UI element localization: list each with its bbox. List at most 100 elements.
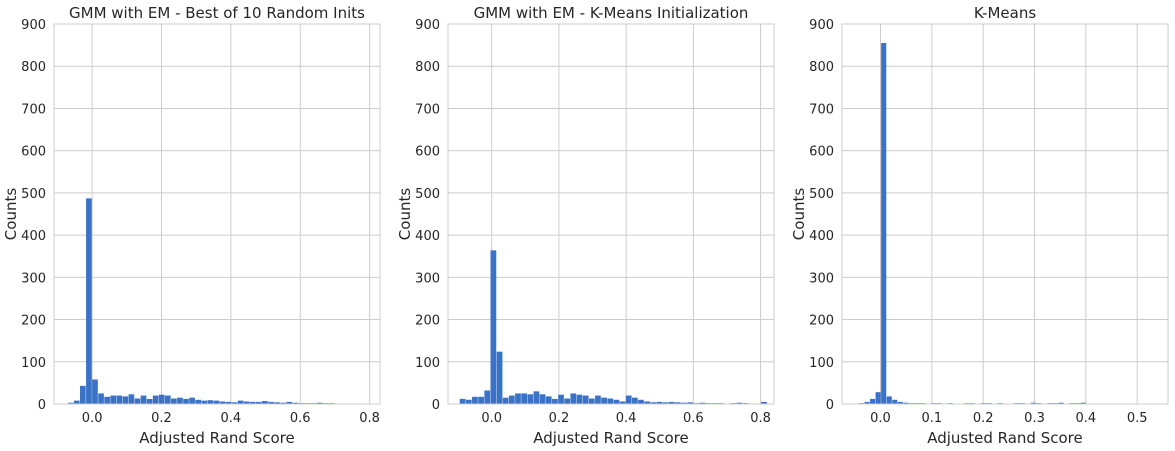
histogram-bar — [110, 396, 116, 404]
histogram-bar — [189, 398, 195, 404]
y-tick-label: 800 — [809, 60, 834, 75]
histogram-bar — [491, 250, 497, 404]
histogram-bar — [207, 400, 213, 404]
y-tick-label: 300 — [415, 271, 440, 286]
y-tick-label: 300 — [21, 271, 46, 286]
x-tick-label: 0.6 — [683, 411, 704, 426]
y-tick-label: 0 — [432, 398, 440, 413]
y-tick-label: 600 — [415, 145, 440, 160]
x-tick-label: 0.4 — [616, 411, 637, 426]
y-tick-label: 300 — [809, 271, 834, 286]
y-tick-label: 500 — [415, 187, 440, 202]
y-tick-label: 900 — [809, 18, 834, 33]
histogram-bar — [86, 198, 92, 404]
x-tick-label: 0.2 — [549, 411, 570, 426]
x-tick-label: 0.0 — [870, 411, 891, 426]
histogram-bar — [876, 392, 881, 404]
y-tick-label: 800 — [415, 60, 440, 75]
y-axis-label: Counts — [2, 188, 20, 241]
histogram-bar — [214, 401, 220, 404]
histogram-bar — [892, 400, 897, 404]
chart-title: GMM with EM - K-Means Initialization — [474, 4, 749, 22]
histogram-bar — [497, 352, 503, 404]
histogram-bar — [183, 399, 189, 404]
histogram-bar — [540, 394, 546, 404]
histogram-bar — [484, 390, 490, 404]
y-tick-label: 0 — [38, 398, 46, 413]
x-tick-label: 0.0 — [481, 411, 502, 426]
y-tick-label: 700 — [809, 102, 834, 117]
histogram-bar — [521, 393, 527, 404]
histogram-bar — [870, 399, 875, 404]
histogram-bar — [159, 395, 165, 404]
x-tick-label: 0.2 — [151, 411, 172, 426]
y-tick-label: 200 — [809, 314, 834, 329]
x-axis-label: Adjusted Rand Score — [533, 429, 689, 447]
histogram-bar — [195, 400, 201, 404]
y-tick-label: 700 — [415, 102, 440, 117]
histogram-bar — [881, 43, 886, 404]
histogram-bar — [466, 400, 472, 404]
histogram-bar — [122, 396, 128, 404]
y-axis-label: Counts — [396, 188, 414, 241]
histogram-bar — [153, 396, 159, 404]
histogram-bar — [129, 394, 135, 404]
histogram-bar — [515, 393, 521, 404]
histogram-bar — [80, 386, 86, 404]
x-tick-label: 0.2 — [973, 411, 994, 426]
y-tick-label: 200 — [21, 314, 46, 329]
histogram-bar — [887, 396, 892, 404]
histogram-bar — [141, 396, 147, 404]
histogram-bar — [177, 398, 183, 404]
histogram-bar — [607, 399, 613, 404]
x-tick-label: 0.4 — [221, 411, 242, 426]
plot-area — [842, 24, 1168, 404]
y-tick-label: 900 — [21, 18, 46, 33]
histogram-bar — [601, 398, 607, 404]
y-tick-label: 500 — [809, 187, 834, 202]
histogram-bar — [116, 396, 122, 404]
histogram-bar — [472, 397, 478, 404]
y-tick-label: 200 — [415, 314, 440, 329]
x-tick-label: 0.1 — [921, 411, 942, 426]
histogram-bar — [98, 393, 104, 404]
histogram-bar — [638, 400, 644, 404]
histogram-bar — [238, 401, 244, 404]
chart-title: K-Means — [974, 4, 1037, 22]
y-tick-label: 400 — [809, 229, 834, 244]
histogram-bar — [503, 398, 509, 404]
y-axis-label: Counts — [790, 188, 808, 241]
x-tick-label: 0.4 — [1076, 411, 1097, 426]
histogram-bar — [546, 396, 552, 404]
y-tick-label: 900 — [415, 18, 440, 33]
y-tick-label: 400 — [21, 229, 46, 244]
y-tick-label: 100 — [21, 356, 46, 371]
plot-area — [448, 24, 774, 404]
x-tick-label: 0.3 — [1024, 411, 1045, 426]
x-tick-label: 0.8 — [750, 411, 771, 426]
plot-area — [54, 24, 380, 404]
x-tick-label: 0.0 — [82, 411, 103, 426]
histogram-bar — [509, 396, 515, 404]
y-tick-label: 400 — [415, 229, 440, 244]
histogram-bar — [632, 398, 638, 404]
histogram-bar — [147, 399, 153, 404]
histogram-bar — [460, 399, 466, 404]
histogram-bar — [614, 400, 620, 404]
histogram-bar — [570, 393, 576, 404]
histogram-bar — [92, 380, 98, 404]
y-tick-label: 800 — [21, 60, 46, 75]
histogram-bar — [626, 396, 632, 404]
histogram-bar — [104, 397, 110, 404]
x-axis-label: Adjusted Rand Score — [139, 429, 295, 447]
histogram-bar — [527, 394, 533, 404]
histogram-bar — [135, 399, 141, 404]
histogram-bar — [564, 399, 570, 404]
histogram-bar — [595, 396, 601, 404]
y-tick-label: 700 — [21, 102, 46, 117]
histogram-bar — [577, 395, 583, 404]
